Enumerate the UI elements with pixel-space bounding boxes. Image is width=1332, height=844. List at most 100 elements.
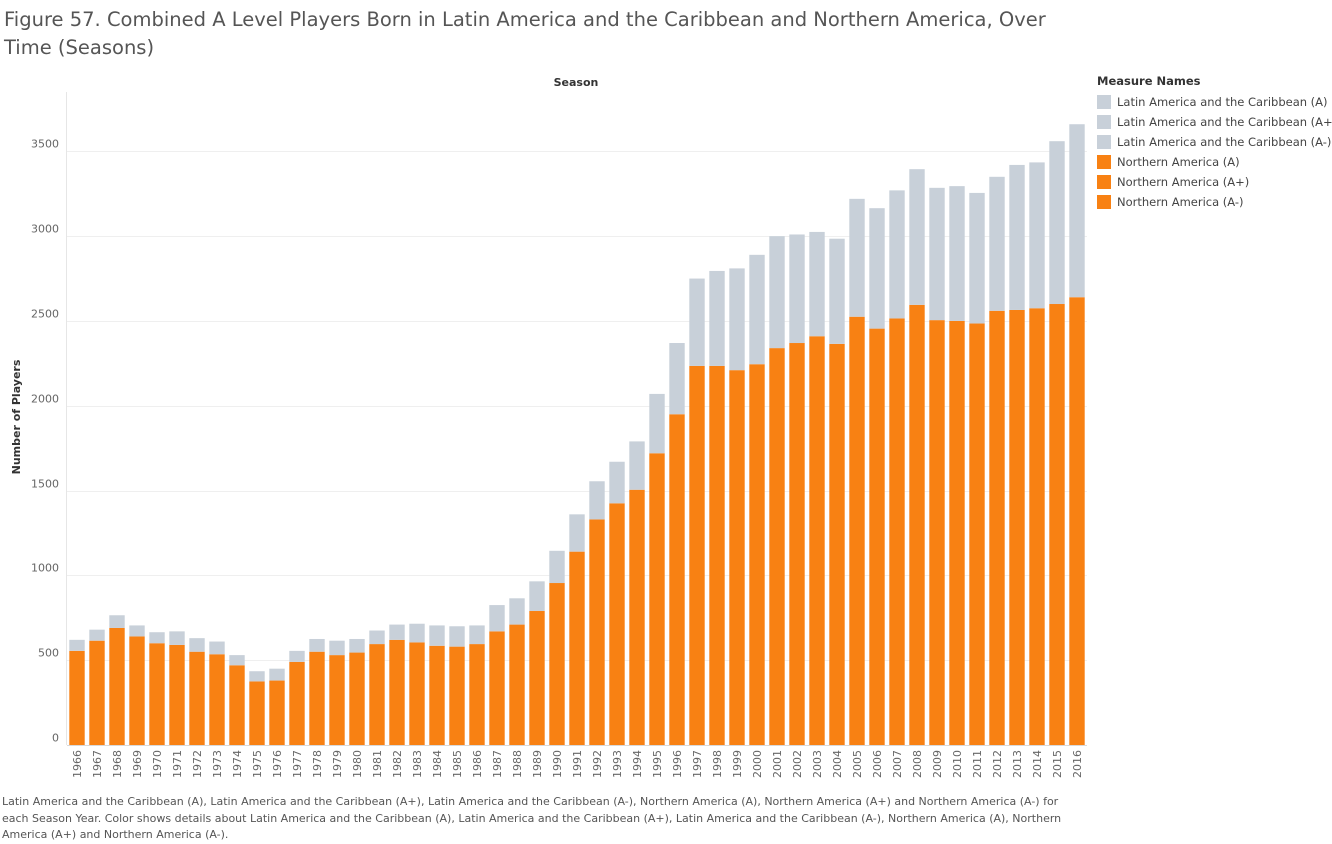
- bar-latin-america-caribbean[interactable]: [509, 598, 525, 625]
- bar-northern-america[interactable]: [909, 304, 925, 745]
- bar-northern-america[interactable]: [389, 639, 405, 745]
- bar-northern-america[interactable]: [629, 489, 645, 745]
- bar-latin-america-caribbean[interactable]: [789, 234, 805, 344]
- bar-latin-america-caribbean[interactable]: [89, 629, 105, 641]
- bar-latin-america-caribbean[interactable]: [289, 650, 305, 662]
- bar-northern-america[interactable]: [169, 644, 185, 745]
- bar-latin-america-caribbean[interactable]: [929, 187, 945, 321]
- bar-latin-america-caribbean[interactable]: [1029, 162, 1045, 309]
- bar-latin-america-caribbean[interactable]: [349, 638, 365, 653]
- bar-latin-america-caribbean[interactable]: [709, 270, 725, 366]
- bar-latin-america-caribbean[interactable]: [809, 231, 825, 337]
- bar-latin-america-caribbean[interactable]: [969, 192, 985, 324]
- bar-northern-america[interactable]: [869, 328, 885, 745]
- bar-northern-america[interactable]: [789, 343, 805, 745]
- bar-latin-america-caribbean[interactable]: [909, 169, 925, 305]
- bar-northern-america[interactable]: [1029, 308, 1045, 745]
- bar-northern-america[interactable]: [809, 336, 825, 745]
- bar-latin-america-caribbean[interactable]: [1009, 164, 1025, 310]
- bar-northern-america[interactable]: [849, 316, 865, 745]
- bar-latin-america-caribbean[interactable]: [829, 238, 845, 344]
- bar-northern-america[interactable]: [369, 644, 385, 745]
- bar-northern-america[interactable]: [1049, 304, 1065, 745]
- bar-northern-america[interactable]: [749, 364, 765, 745]
- bar-latin-america-caribbean[interactable]: [1049, 141, 1065, 305]
- bar-latin-america-caribbean[interactable]: [409, 623, 425, 643]
- bar-northern-america[interactable]: [709, 365, 725, 745]
- bar-northern-america[interactable]: [989, 310, 1005, 745]
- bar-latin-america-caribbean[interactable]: [389, 624, 405, 640]
- bar-latin-america-caribbean[interactable]: [209, 641, 225, 655]
- bar-northern-america[interactable]: [449, 646, 465, 745]
- bar-northern-america[interactable]: [969, 323, 985, 745]
- bar-northern-america[interactable]: [1009, 309, 1025, 745]
- bar-northern-america[interactable]: [949, 320, 965, 745]
- bar-northern-america[interactable]: [89, 640, 105, 745]
- bar-latin-america-caribbean[interactable]: [729, 268, 745, 371]
- bar-northern-america[interactable]: [409, 642, 425, 745]
- bar-latin-america-caribbean[interactable]: [449, 626, 465, 647]
- bar-northern-america[interactable]: [209, 654, 225, 745]
- bar-latin-america-caribbean[interactable]: [849, 198, 865, 317]
- bar-latin-america-caribbean[interactable]: [369, 630, 385, 645]
- bar-northern-america[interactable]: [229, 665, 245, 745]
- bar-latin-america-caribbean[interactable]: [549, 550, 565, 584]
- bar-northern-america[interactable]: [289, 661, 305, 745]
- bar-northern-america[interactable]: [769, 348, 785, 745]
- bar-latin-america-caribbean[interactable]: [69, 639, 85, 651]
- bar-latin-america-caribbean[interactable]: [309, 638, 325, 652]
- bar-northern-america[interactable]: [269, 680, 285, 745]
- bar-latin-america-caribbean[interactable]: [129, 625, 145, 637]
- bar-latin-america-caribbean[interactable]: [629, 441, 645, 490]
- bar-northern-america[interactable]: [609, 503, 625, 745]
- bar-latin-america-caribbean[interactable]: [1069, 124, 1085, 298]
- bar-northern-america[interactable]: [589, 519, 605, 745]
- bar-northern-america[interactable]: [69, 650, 85, 745]
- bar-latin-america-caribbean[interactable]: [689, 278, 705, 366]
- bar-latin-america-caribbean[interactable]: [189, 638, 205, 652]
- legend-item-latam-a-plus[interactable]: Latin America and the Caribbean (A+): [1097, 112, 1332, 132]
- bar-latin-america-caribbean[interactable]: [529, 581, 545, 612]
- bar-northern-america[interactable]: [189, 651, 205, 745]
- bar-latin-america-caribbean[interactable]: [669, 343, 685, 415]
- bar-northern-america[interactable]: [1069, 297, 1085, 745]
- bar-northern-america[interactable]: [569, 551, 585, 745]
- bar-northern-america[interactable]: [329, 655, 345, 745]
- bar-northern-america[interactable]: [249, 681, 265, 745]
- bar-latin-america-caribbean[interactable]: [749, 254, 765, 365]
- bar-northern-america[interactable]: [349, 652, 365, 745]
- bar-latin-america-caribbean[interactable]: [269, 668, 285, 681]
- bar-northern-america[interactable]: [669, 414, 685, 745]
- legend-item-northam-a-plus[interactable]: Northern America (A+): [1097, 172, 1329, 192]
- bar-northern-america[interactable]: [889, 318, 905, 745]
- bar-northern-america[interactable]: [549, 583, 565, 745]
- bar-northern-america[interactable]: [149, 643, 165, 745]
- bar-latin-america-caribbean[interactable]: [569, 514, 585, 552]
- bar-northern-america[interactable]: [649, 453, 665, 745]
- bar-northern-america[interactable]: [129, 636, 145, 745]
- bar-latin-america-caribbean[interactable]: [989, 176, 1005, 311]
- legend-item-northam-a[interactable]: Northern America (A): [1097, 152, 1329, 172]
- bar-northern-america[interactable]: [509, 624, 525, 745]
- legend-item-latam-a-minus[interactable]: Latin America and the Caribbean (A-): [1097, 132, 1331, 152]
- bar-northern-america[interactable]: [109, 627, 125, 745]
- bar-latin-america-caribbean[interactable]: [229, 655, 245, 666]
- bar-latin-america-caribbean[interactable]: [949, 186, 965, 321]
- bar-latin-america-caribbean[interactable]: [169, 631, 185, 645]
- bar-northern-america[interactable]: [309, 651, 325, 745]
- bar-latin-america-caribbean[interactable]: [889, 190, 905, 319]
- bar-latin-america-caribbean[interactable]: [149, 632, 165, 644]
- bar-latin-america-caribbean[interactable]: [329, 640, 345, 656]
- bar-latin-america-caribbean[interactable]: [649, 393, 665, 454]
- bar-northern-america[interactable]: [729, 370, 745, 745]
- bar-northern-america[interactable]: [529, 611, 545, 745]
- bar-northern-america[interactable]: [829, 343, 845, 745]
- legend-item-latam-a[interactable]: Latin America and the Caribbean (A): [1097, 92, 1329, 112]
- bar-latin-america-caribbean[interactable]: [109, 615, 125, 628]
- bar-latin-america-caribbean[interactable]: [869, 208, 885, 329]
- bar-latin-america-caribbean[interactable]: [469, 625, 485, 645]
- bar-latin-america-caribbean[interactable]: [429, 625, 445, 646]
- bar-latin-america-caribbean[interactable]: [589, 481, 605, 520]
- bar-northern-america[interactable]: [689, 365, 705, 745]
- bar-latin-america-caribbean[interactable]: [249, 671, 265, 682]
